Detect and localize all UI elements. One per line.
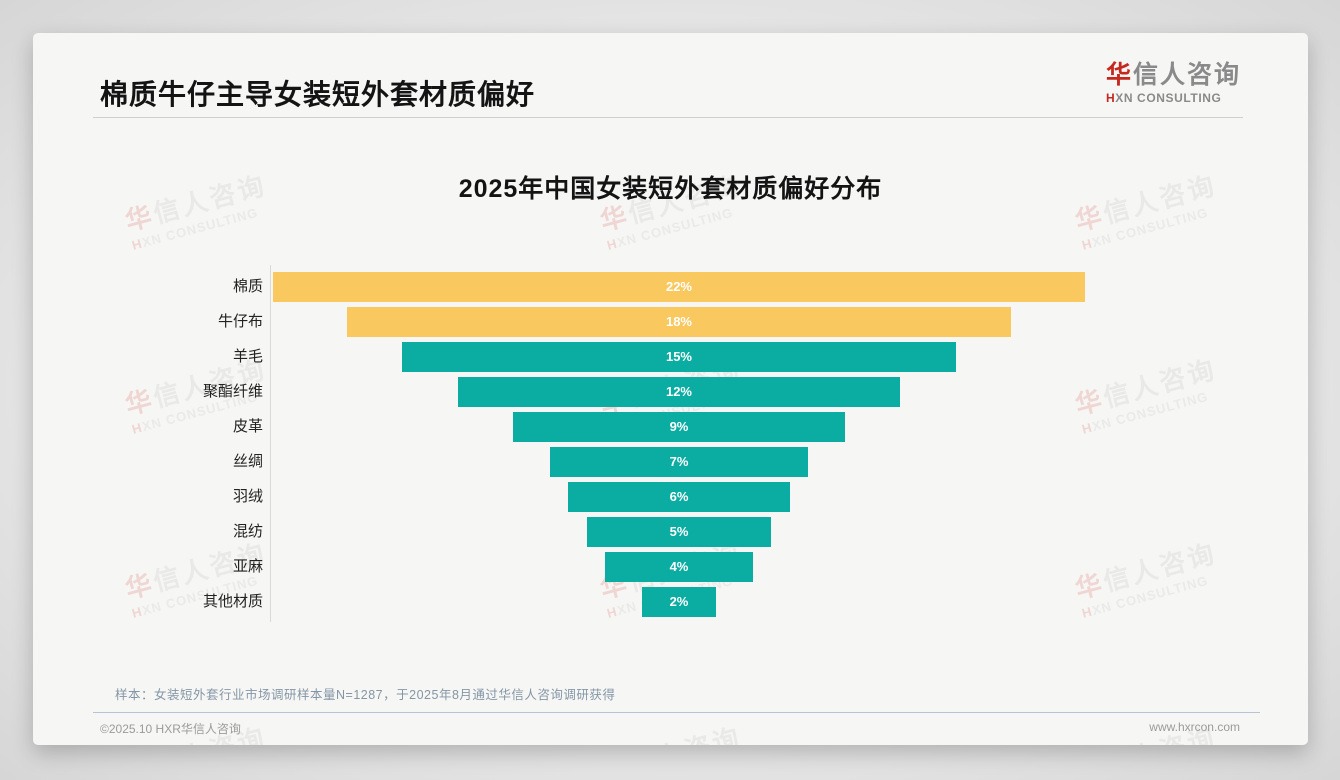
report-card: 华信人咨询 HXN CONSULTING 华信人咨询 HXN CONSULTING 华信…	[33, 33, 1308, 745]
category-label: 牛仔布	[217, 313, 263, 330]
page-title: 棉质牛仔主导女装短外套材质偏好	[100, 79, 536, 110]
logo-text-zh: 华信人咨询	[1105, 61, 1241, 89]
funnel-bar: 15%	[402, 342, 956, 372]
funnel-bar: 4%	[605, 552, 753, 582]
header-divider	[93, 117, 1243, 118]
category-label: 皮革	[232, 418, 263, 435]
funnel-bar: 22%	[272, 272, 1085, 302]
category-label: 丝绸	[232, 453, 263, 470]
funnel-bar: 5%	[586, 517, 772, 547]
funnel-bar: 18%	[346, 307, 1012, 337]
category-label: 棉质	[232, 278, 263, 295]
funnel-bar: 6%	[568, 482, 790, 512]
logo-text-en: HXN CONSULTING	[1105, 90, 1222, 105]
website-text: www.hxrcon.com	[1149, 720, 1240, 734]
category-label: 混纺	[232, 523, 263, 540]
chart-title: 2025年中国女装短外套材质偏好分布	[458, 175, 883, 203]
chart-axis-line	[270, 265, 271, 622]
funnel-bar: 12%	[457, 377, 901, 407]
copyright-text: ©2025.10 HXR华信人咨询	[100, 722, 241, 736]
funnel-bar: 7%	[549, 447, 809, 477]
category-label: 聚酯纤维	[202, 383, 263, 400]
sample-note: 样本：女装短外套行业市场调研样本量N=1287，于2025年8月通过华信人咨询调…	[115, 688, 616, 702]
funnel-bar: 2%	[642, 587, 716, 617]
category-label: 羽绒	[232, 488, 263, 505]
category-label: 其他材质	[202, 593, 263, 610]
footer-divider	[93, 712, 1260, 713]
funnel-bar: 9%	[512, 412, 846, 442]
company-logo: 华信人咨询 HXN CONSULTING	[1105, 61, 1241, 105]
category-label: 亚麻	[232, 558, 263, 575]
category-label: 羊毛	[232, 348, 263, 365]
